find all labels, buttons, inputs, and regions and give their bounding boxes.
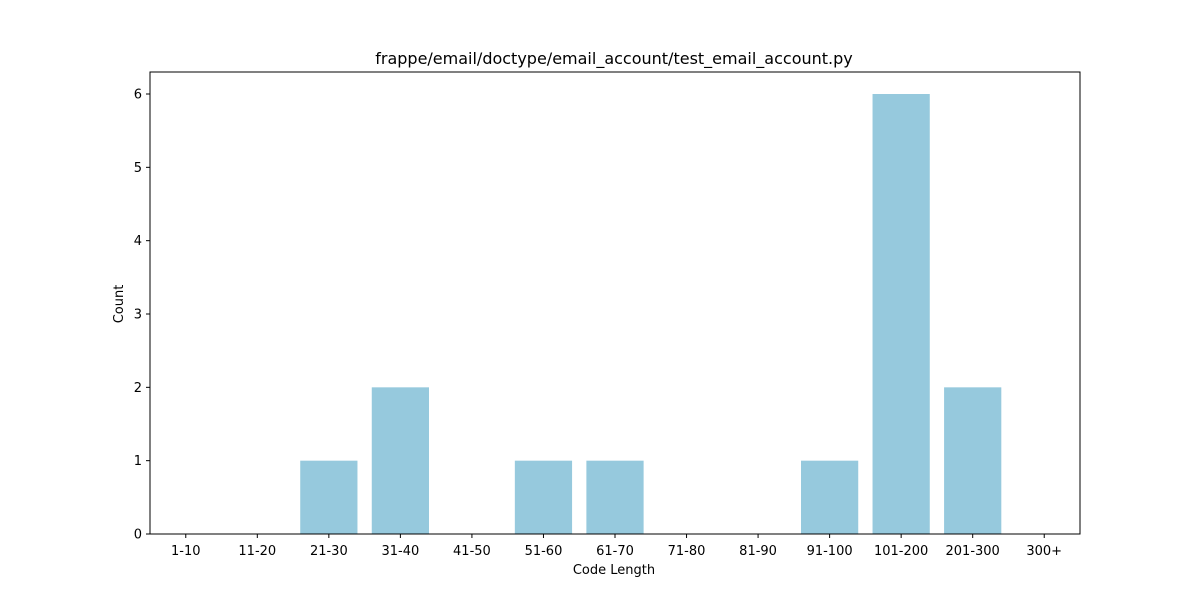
- x-axis-ticks: 1-10 11-20 21-30 31-40 41-50 51-60 61-70 71-80 8…: [171, 534, 1062, 559]
- x-tick-label: 71-80: [668, 544, 706, 559]
- x-axis-label: Code Length: [573, 563, 655, 578]
- y-axis-ticks: 0 1 2 3 4 5 6: [134, 88, 150, 543]
- y-tick-label: 3: [134, 308, 142, 323]
- y-tick-label: 4: [134, 234, 142, 249]
- bars-group: [300, 94, 1002, 534]
- x-tick-label: 91-100: [807, 544, 853, 559]
- chart-title: frappe/email/doctype/email_account/test_…: [375, 49, 853, 69]
- x-tick-label: 21-30: [310, 544, 348, 559]
- y-tick-label: 5: [134, 161, 142, 176]
- x-tick-label: 41-50: [453, 544, 491, 559]
- y-tick-label: 1: [134, 454, 142, 469]
- x-tick-label: 61-70: [596, 544, 634, 559]
- x-tick-label: 201-300: [946, 544, 1000, 559]
- bar-31-40: [371, 387, 429, 534]
- x-tick-label: 11-20: [238, 544, 276, 559]
- y-tick-label: 0: [134, 528, 142, 543]
- x-tick-label: 1-10: [171, 544, 201, 559]
- bar-201-300: [944, 387, 1002, 534]
- y-axis-label: Count: [112, 285, 127, 324]
- x-tick-label: 31-40: [381, 544, 419, 559]
- bar-61-70: [586, 460, 644, 534]
- bar-21-30: [300, 460, 358, 534]
- bar-51-60: [514, 460, 573, 534]
- x-tick-label: 101-200: [874, 544, 928, 559]
- y-tick-label: 6: [134, 88, 142, 103]
- x-tick-label: 51-60: [525, 544, 563, 559]
- x-tick-label: 300+: [1026, 544, 1062, 559]
- x-tick-label: 81-90: [739, 544, 777, 559]
- y-tick-label: 2: [134, 381, 142, 396]
- bar-101-200: [872, 94, 930, 534]
- bar-91-100: [801, 460, 859, 534]
